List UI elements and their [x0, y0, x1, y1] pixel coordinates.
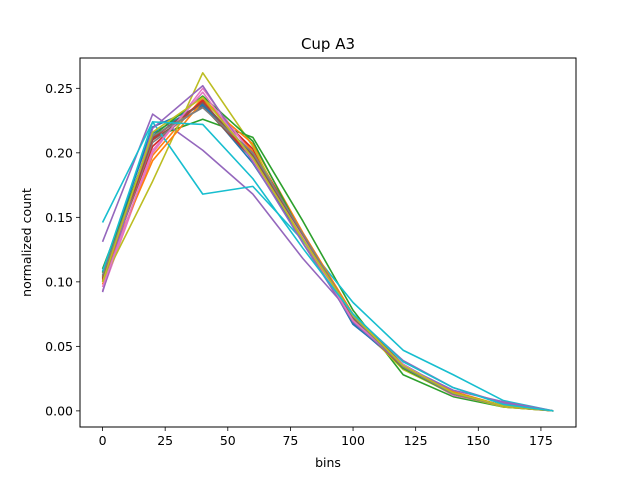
series-line-20 [101, 121, 554, 412]
x-axis-label: bins [315, 455, 341, 470]
y-tick-label: 0.00 [45, 403, 73, 418]
axes-frame [79, 57, 577, 428]
x-tick-label: 150 [466, 433, 490, 448]
x-tick-label: 175 [529, 433, 553, 448]
y-tick-label: 0.05 [45, 339, 73, 354]
y-tick-label: 0.20 [45, 145, 73, 160]
x-tick-label: 0 [99, 433, 107, 448]
x-tick-label: 25 [157, 433, 173, 448]
y-tick-label: 0.10 [45, 274, 73, 289]
y-tick-label: 0.25 [45, 81, 73, 96]
x-tick-label: 125 [404, 433, 428, 448]
series-line-19 [101, 96, 554, 412]
plot-area: 0 25 50 75 100 125 150 175 0.00 0.05 0.10 0.15 0.20… [45, 57, 577, 448]
x-tick-label: 100 [341, 433, 365, 448]
y-tick-label: 0.15 [45, 210, 73, 225]
x-tick-label: 50 [220, 433, 236, 448]
series-lines [101, 72, 554, 412]
x-axis-ticks: 0 25 50 75 100 125 150 175 [99, 427, 553, 448]
x-tick-label: 75 [282, 433, 298, 448]
y-axis-ticks: 0.00 0.05 0.10 0.15 0.20 0.25 [45, 81, 80, 418]
chart-title: Cup A3 [301, 35, 355, 53]
series-line-10 [101, 121, 554, 412]
y-axis-label: normalized count [19, 188, 34, 297]
